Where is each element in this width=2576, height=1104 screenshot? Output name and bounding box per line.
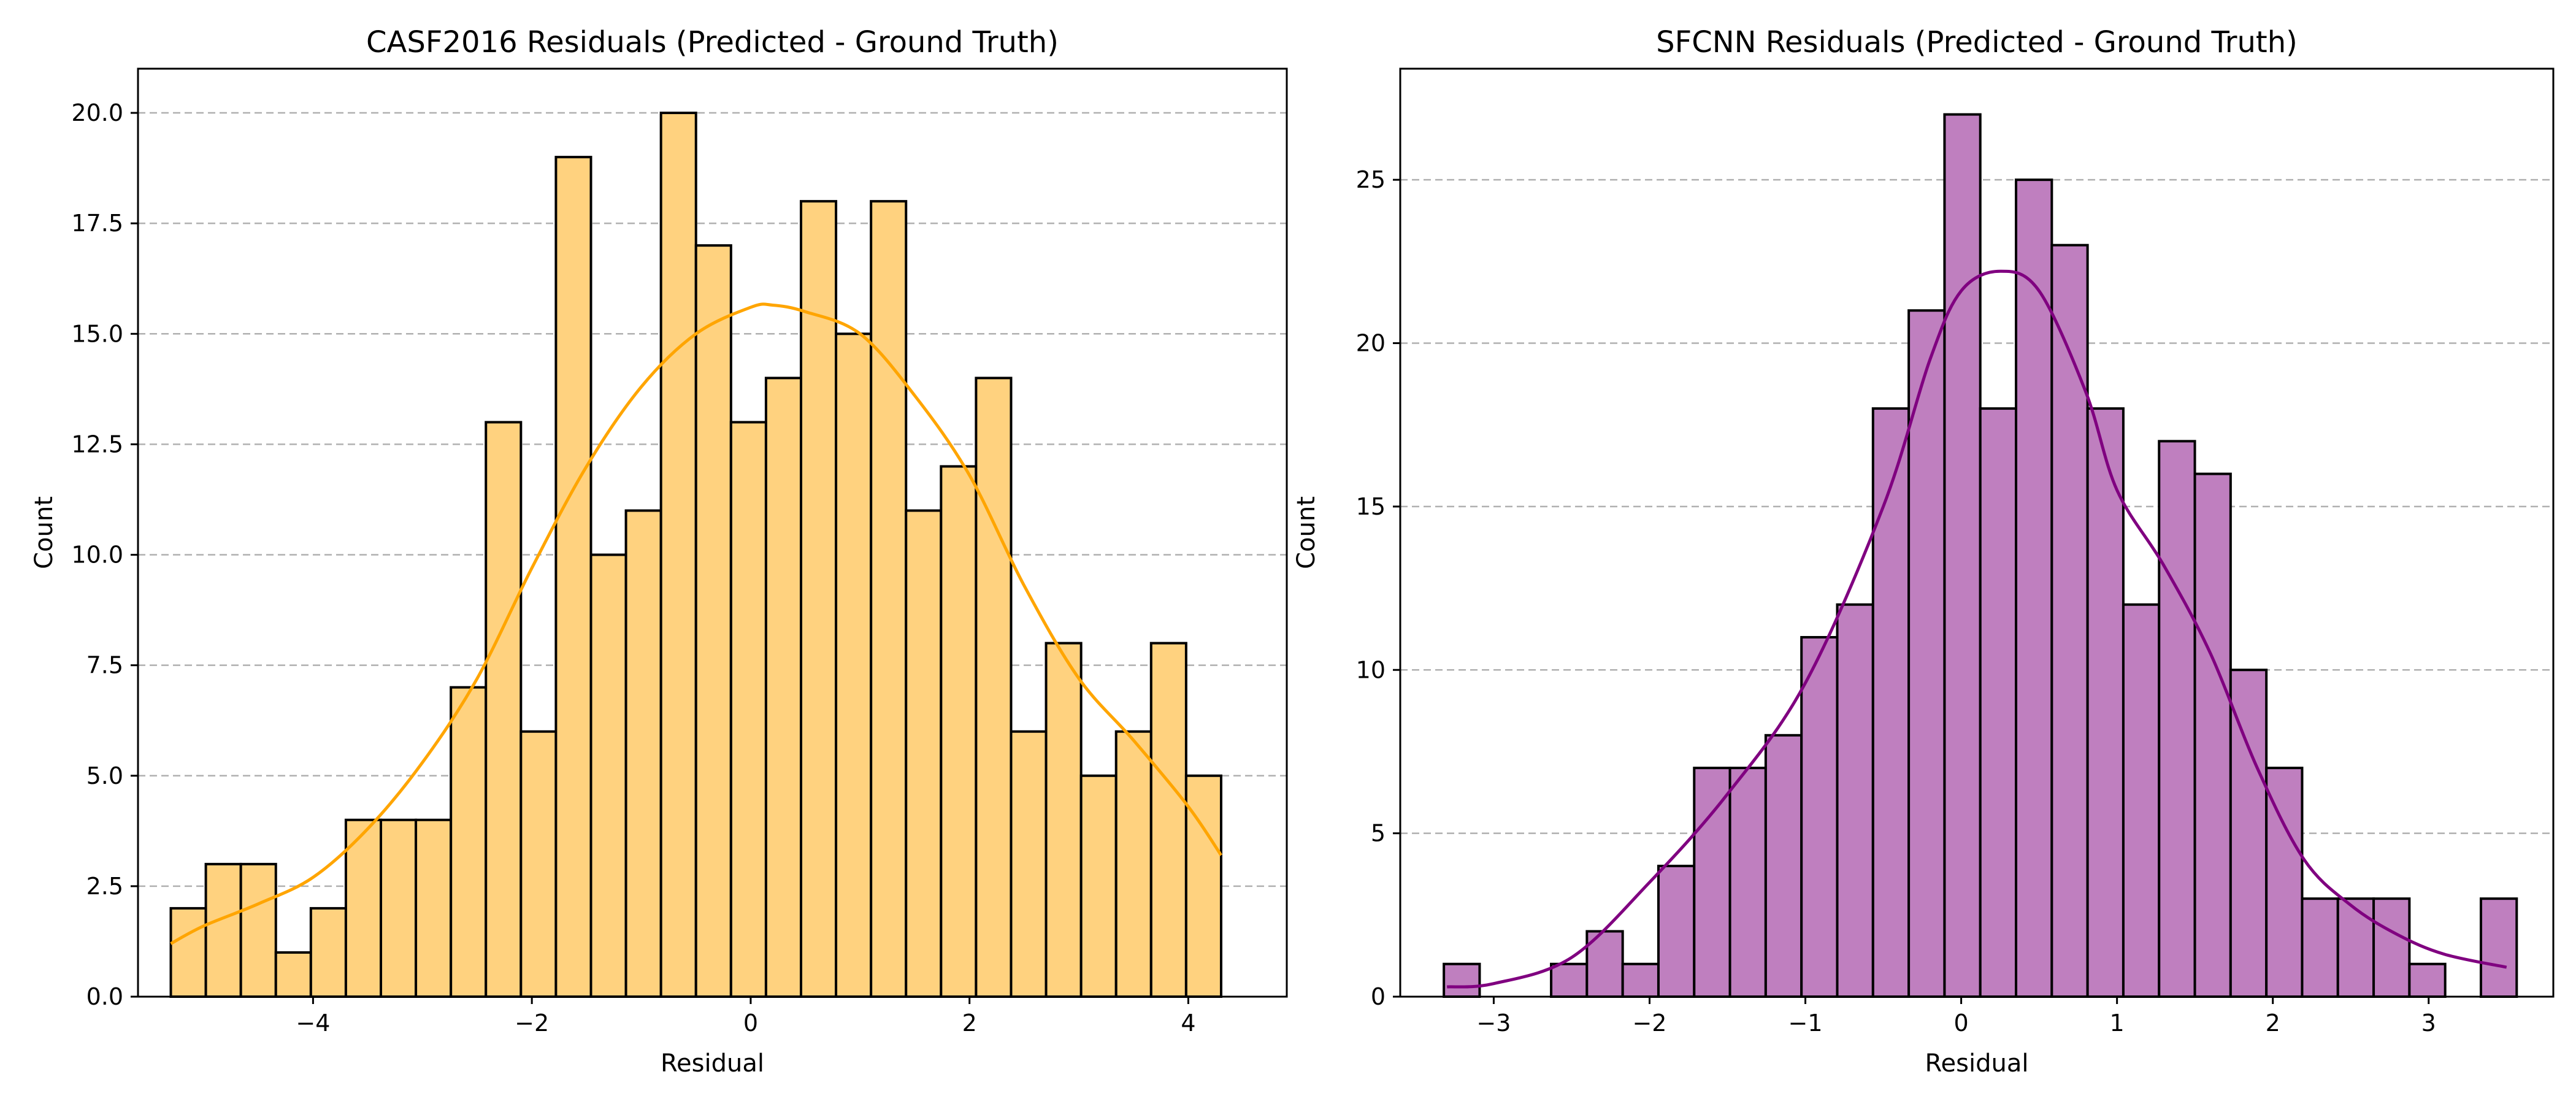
histogram-bar [2015, 178, 2053, 998]
chart-title: SFCNN Residuals (Predicted - Ground Trut… [1656, 25, 2298, 59]
histogram-bar [2336, 897, 2375, 998]
casf2016-residuals-panel: −4 −2 0 2 4 0.0 2.5 5.0 7.5 10.0 12.5 15.0 17.5 20.0… [30, 25, 1288, 1078]
histogram-bar [2122, 603, 2161, 998]
y-tick-label: 0 [1371, 983, 1386, 1010]
histogram-bar [2086, 407, 2125, 998]
histogram-bar [2408, 962, 2447, 998]
chart-title: CASF2016 Residuals (Predicted - Ground T… [366, 25, 1059, 59]
histogram-bar [1010, 730, 1048, 998]
y-tick-label: 20 [1356, 330, 1386, 357]
histogram-bar [1979, 407, 2018, 998]
histogram-bar [239, 862, 277, 999]
histogram-bar [2479, 897, 2518, 998]
histogram-bar [975, 377, 1013, 998]
histogram-bar [169, 907, 207, 999]
y-axis-label: Count [1292, 496, 1321, 569]
x-tick-label: −2 [1632, 1010, 1666, 1037]
histogram-bar [485, 421, 523, 998]
y-tick-label: 10.0 [71, 542, 123, 569]
histogram-bar [1045, 642, 1083, 998]
x-axis-ticks: −4 −2 0 2 4 [296, 997, 1196, 1037]
histogram-bar [2372, 897, 2411, 998]
histogram-bar [1114, 730, 1152, 998]
x-tick-label: −1 [1788, 1010, 1823, 1037]
y-axis-ticks: 0 5 10 15 20 25 [1356, 166, 1400, 1010]
x-tick-label: 2 [962, 1010, 977, 1037]
y-tick-label: 17.5 [71, 210, 123, 237]
y-axis-ticks: 0.0 2.5 5.0 7.5 10.0 12.5 15.0 17.5 20.0 [71, 99, 138, 1010]
kde-curve [1447, 269, 2507, 989]
histogram-bar [1693, 767, 1731, 999]
histogram-bar [1728, 767, 1767, 999]
histogram-bar [274, 951, 312, 999]
histogram-bar [659, 112, 697, 999]
histogram-bar [589, 553, 627, 998]
x-tick-label: −3 [1476, 1010, 1511, 1037]
histogram-bar [204, 862, 242, 999]
y-tick-label: 5.0 [86, 762, 123, 789]
histogram-bar [554, 156, 592, 999]
plot-frame [1399, 67, 2555, 998]
histogram-bar [1079, 774, 1117, 999]
histogram-bar [940, 465, 978, 998]
histogram-bar [1943, 113, 1982, 999]
kde-curve [170, 302, 1223, 945]
y-axis-label: Count [30, 496, 58, 569]
histogram-bar [1621, 962, 1660, 998]
x-tick-label: 0 [743, 1010, 758, 1037]
x-axis-ticks: −3 −2 −1 0 1 2 3 [1476, 997, 2436, 1037]
histogram-bar [624, 509, 662, 998]
histogram-bar [905, 509, 943, 998]
histogram-bar [764, 377, 802, 998]
y-tick-label: 0.0 [86, 983, 123, 1010]
x-tick-label: −4 [296, 1010, 330, 1037]
histogram-bar [2193, 472, 2232, 998]
y-tick-label: 25 [1356, 166, 1386, 193]
y-tick-label: 15.0 [71, 320, 123, 347]
histogram-bar [2158, 440, 2196, 998]
histogram-bar [1550, 962, 1589, 998]
x-axis-label: Residual [1925, 1049, 2029, 1078]
histogram-bar [729, 421, 767, 998]
x-tick-label: −2 [515, 1010, 549, 1037]
x-axis-label: Residual [661, 1049, 764, 1078]
histogram-bar [1836, 603, 1874, 998]
x-tick-label: 1 [2110, 1010, 2125, 1037]
histogram-bar [1871, 407, 1911, 998]
y-tick-label: 5 [1371, 820, 1386, 847]
histogram-bar [870, 200, 908, 999]
x-tick-label: 0 [1954, 1010, 1969, 1037]
histogram-bar [1149, 642, 1187, 998]
histogram-bar [1764, 734, 1803, 999]
x-tick-label: 3 [2421, 1010, 2436, 1037]
histogram-bar [1443, 962, 1481, 998]
histogram-bars [1443, 113, 2518, 999]
histogram-bar [1800, 635, 1839, 998]
histogram-bar [2050, 243, 2089, 998]
y-tick-label: 20.0 [71, 99, 123, 126]
y-tick-label: 12.5 [71, 431, 123, 458]
histogram-bar [380, 818, 418, 999]
histogram-bar [1657, 864, 1696, 998]
x-tick-label: 4 [1181, 1010, 1195, 1037]
histogram-bar [519, 730, 558, 998]
y-tick-label: 2.5 [86, 873, 123, 900]
histogram-bar [450, 686, 488, 998]
y-tick-label: 10 [1356, 656, 1386, 683]
plot-frame [137, 67, 1288, 998]
y-tick-label: 15 [1356, 493, 1386, 520]
histogram-bar [835, 332, 873, 998]
histogram-bar [309, 907, 347, 999]
y-tick-label: 7.5 [86, 652, 123, 679]
histogram-bar [2301, 897, 2339, 998]
sfcnn-residuals-panel: −3 −2 −1 0 1 2 3 0 5 10 15 20 25 SFCNN Residuals (P… [1292, 25, 2555, 1078]
x-tick-label: 2 [2266, 1010, 2280, 1037]
histogram-bar [415, 818, 453, 999]
histogram-bar [694, 244, 732, 999]
